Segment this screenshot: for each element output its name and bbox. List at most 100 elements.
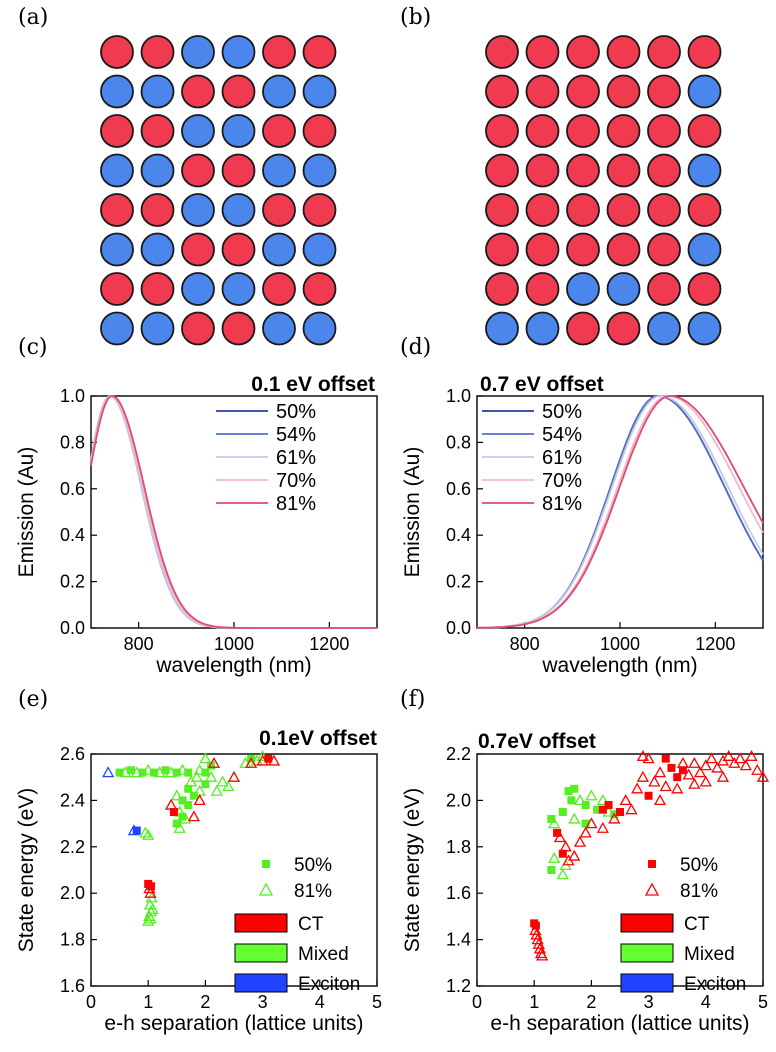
point-square [178,812,187,821]
point-triangle [756,770,770,782]
point-triangle [164,798,178,810]
point-square [570,784,579,793]
legend-marker-triangle [258,882,274,896]
point-triangle [722,749,735,761]
y-tick-label: 2.0 [60,883,85,903]
y-tick-label: 1.8 [446,837,471,857]
legend-label: 50% [680,855,718,876]
lattice-site-blue [262,153,296,188]
y-axis-label: Emission (Au) [401,447,424,578]
lattice-site-red [100,193,134,227]
point-triangle [210,784,223,796]
lattice-site-red [687,35,722,69]
legend-marker-square [648,860,656,868]
x-tick-label: 800 [510,634,540,654]
lattice-site-blue [100,153,134,188]
lattice-site-red [221,232,256,267]
lattice-site-red [525,35,560,69]
point-triangle [531,933,544,945]
legend-label: CT [684,914,710,935]
point-triangle [227,770,241,782]
lattice-site-blue [687,74,722,109]
state-energy-chart-f: 0 1 2 3 4 5 1.2 1.4 1.6 1.8 2.0 2.2 e-h separation (… [401,730,770,1035]
point-triangle [676,756,690,768]
legend-label: 54% [276,424,316,446]
lattice-site-red [485,153,519,188]
lattice-site-red [485,114,519,148]
x-tick-label: 1000 [600,634,640,654]
lattice-site-blue [687,153,722,188]
lattice-site-blue [262,232,296,267]
point-square [598,805,607,814]
point-triangle [139,826,152,838]
legend-label: 54% [542,424,582,446]
lattice-site-red [606,74,641,109]
point-triangle [142,828,155,840]
point-square [644,791,653,800]
lattice-site-blue [606,272,641,306]
point-triangle [532,937,545,949]
point-square [567,796,576,805]
lattice-site-red [100,272,134,306]
lattice-site-red [525,193,560,227]
x-axis-label: e-h separation (lattice units) [104,1012,363,1035]
legend-label: 81% [294,881,332,902]
y-tick-label: 2.0 [446,790,471,810]
point-triangle [568,812,581,824]
point-triangle [716,770,730,782]
series-line-61pct [477,395,764,629]
series-line-70pct [90,395,377,629]
lattice-site-blue [647,311,681,346]
point-square [553,828,562,837]
panel-label-e: (e) [18,687,48,712]
point-triangle [190,770,203,782]
lattice-site-red [647,232,681,267]
legend-label: Mixed [684,944,735,965]
lattice-site-red [606,35,641,69]
lattice-site-blue [181,114,215,148]
panel-label-b: (b) [400,5,431,30]
point-triangle [625,803,638,815]
x-axis-label: wavelength (nm) [541,654,697,677]
point-triangle [187,810,201,822]
y-tick-label: 0.4 [446,525,471,545]
lattice-site-blue [100,311,134,346]
point-triangle [671,782,684,794]
x-tick-label: 5 [758,992,768,1012]
legend-label: CT [298,914,324,935]
y-tick-label: 0.6 [446,479,471,499]
series-line-50pct [477,395,764,629]
point-square [169,808,178,816]
scatter-points [529,749,770,961]
point-square [161,766,170,775]
legend-label: 81% [276,493,316,515]
series-line-54pct [477,395,764,629]
y-tick-label: 0.6 [60,479,85,499]
lattice-site-red [181,74,215,109]
lattice-site-blue [302,74,337,109]
point-square [115,768,124,777]
y-axis-label: Emission (Au) [15,447,38,578]
point-square [564,787,573,796]
point-square [547,866,556,874]
lattice-site-red [140,193,175,227]
y-tick-label: 2.2 [446,744,471,764]
point-triangle [688,777,701,789]
y-tick-label: 1.0 [60,386,85,406]
point-triangle [530,928,543,940]
point-triangle [659,780,672,792]
series-line-81pct [477,395,764,629]
chart-title: 0.1 eV offset [251,373,375,396]
x-tick-label: 1 [529,992,539,1012]
lattice-site-blue [302,232,337,267]
lattice-site-red [302,272,337,306]
x-tick-label: 1200 [695,634,735,654]
lattice-site-red [647,193,681,227]
point-square [201,780,210,789]
legend-label: 50% [294,855,332,876]
point-square [581,819,590,828]
legend-label: 61% [276,447,316,469]
legend-swatch-mixed [234,943,288,963]
point-triangle [573,835,587,847]
lattice-site-red [181,311,215,346]
